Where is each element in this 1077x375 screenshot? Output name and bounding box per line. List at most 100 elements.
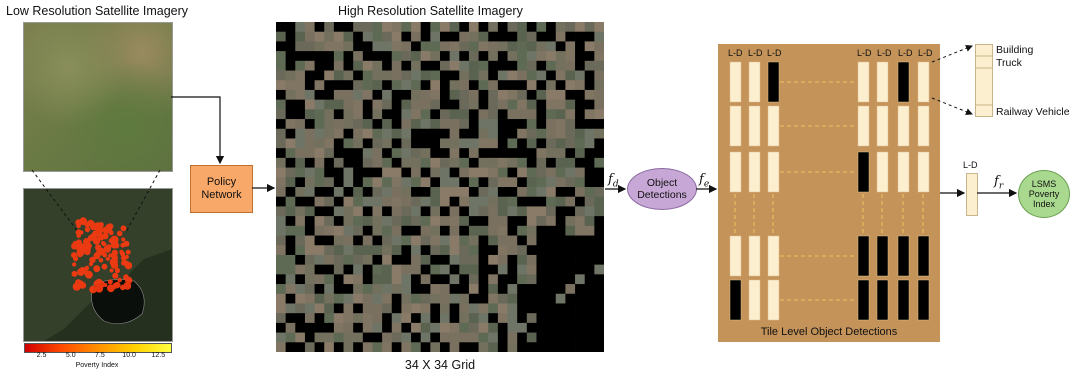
grid-tile	[468, 187, 479, 198]
grid-tile	[304, 119, 315, 130]
grid-tile	[362, 254, 373, 265]
grid-tile	[459, 109, 470, 120]
grid-tile	[497, 138, 508, 149]
grid-tile	[440, 138, 450, 149]
poverty-dot	[71, 252, 77, 259]
grid-tile	[353, 138, 364, 149]
grid-tile	[276, 119, 286, 130]
grid-tile	[295, 167, 306, 178]
grid-tile	[343, 51, 354, 62]
grid-tile	[285, 22, 296, 33]
grid-tile	[449, 70, 460, 81]
grid-tile	[401, 31, 412, 42]
grid-tile	[565, 119, 576, 130]
grid-tile	[555, 313, 566, 324]
poverty-dot	[124, 254, 129, 260]
grid-tile	[314, 313, 325, 324]
grid-tile	[420, 313, 431, 324]
grid-tile	[468, 51, 479, 62]
grid-tile	[459, 313, 470, 324]
grid-tile	[391, 31, 402, 42]
grid-tile	[584, 206, 595, 217]
grid-tile	[353, 245, 364, 256]
grid-tile	[411, 138, 422, 149]
grid-tile	[565, 70, 576, 81]
grid-tile	[314, 157, 325, 168]
grid-tile	[295, 187, 306, 198]
ld-label: L-D	[898, 48, 913, 58]
grid-tile	[324, 196, 335, 207]
poverty-dot	[108, 253, 113, 258]
grid-tile	[565, 332, 576, 343]
grid-tile	[391, 167, 402, 178]
grid-tile	[295, 313, 306, 324]
tile-detection-vector	[857, 151, 870, 193]
grid-tile	[382, 119, 393, 130]
grid-tile	[324, 60, 335, 71]
grid-tile	[555, 284, 566, 295]
grid-tile	[276, 60, 286, 71]
lsms-line3: Index	[1032, 199, 1056, 209]
grid-tile	[575, 148, 586, 159]
grid-tile	[362, 99, 373, 110]
grid-tile	[391, 196, 402, 207]
grid-tile	[343, 167, 354, 178]
policy-line2: Network	[201, 189, 242, 201]
grid-tile	[459, 216, 470, 227]
grid-tile	[440, 60, 450, 71]
grid-tile	[449, 235, 460, 246]
grid-tile	[276, 313, 286, 324]
grid-tile	[459, 138, 470, 149]
grid-tile	[276, 89, 286, 100]
grid-tile	[526, 235, 537, 246]
grid-tile	[497, 254, 508, 265]
grid-tile	[285, 264, 296, 275]
grid-tile	[584, 99, 595, 110]
grid-tile	[507, 245, 518, 256]
poverty-dot	[88, 262, 94, 267]
grid-tile	[594, 322, 604, 333]
grid-tile	[584, 119, 595, 130]
grid-tile	[391, 284, 402, 295]
grid-tile	[333, 31, 344, 42]
grid-tile	[488, 80, 499, 91]
grid-tile	[411, 245, 422, 256]
grid-tile	[276, 31, 286, 42]
grid-tile	[526, 89, 537, 100]
tile-detection-vector	[857, 235, 870, 277]
grid-tile	[391, 177, 402, 188]
grid-tile	[449, 177, 460, 188]
grid-tile	[362, 41, 373, 52]
grid-tile	[565, 235, 576, 246]
grid-tile	[526, 293, 537, 304]
grid-tile	[555, 89, 566, 100]
poverty-dot	[84, 226, 91, 233]
grid-tile	[333, 303, 344, 314]
grid-tile	[488, 225, 499, 236]
grid-tile	[372, 254, 383, 265]
grid-tile	[382, 51, 393, 62]
grid-tile	[575, 99, 586, 110]
poverty-dot	[102, 232, 109, 240]
grid-tile	[440, 235, 450, 246]
grid-tile	[430, 274, 441, 285]
tile-detection-vector	[857, 279, 870, 321]
grid-tile	[362, 264, 373, 275]
grid-tile	[343, 206, 354, 217]
grid-tile	[391, 322, 402, 333]
grid-tile	[304, 254, 315, 265]
grid-tile	[304, 235, 315, 246]
grid-tile	[362, 70, 373, 81]
grid-tile	[295, 99, 306, 110]
grid-tile	[362, 196, 373, 207]
grid-tile	[575, 303, 586, 314]
grid-tile	[382, 99, 393, 110]
grid-tile	[362, 313, 373, 324]
grid-tile	[295, 245, 306, 256]
grid-tile	[536, 303, 547, 314]
grid-tile	[314, 245, 325, 256]
grid-tile	[488, 332, 499, 343]
poverty-dot	[109, 268, 114, 273]
grid-tile	[324, 187, 335, 198]
grid-tile	[324, 254, 335, 265]
